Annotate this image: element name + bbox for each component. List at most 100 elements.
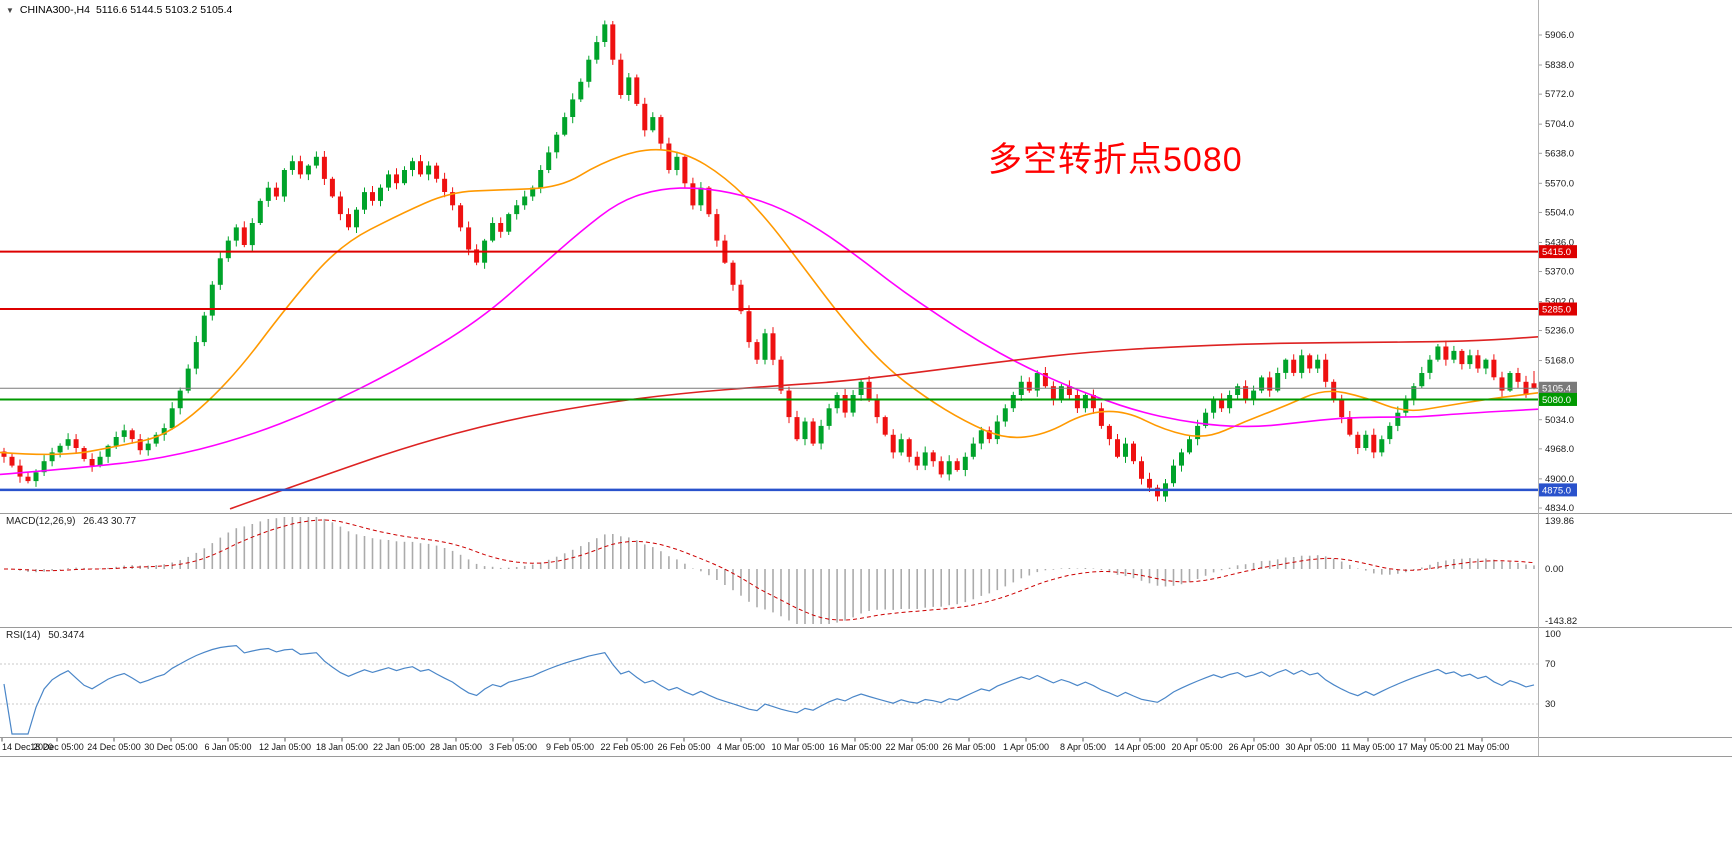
candle-body xyxy=(786,390,792,418)
candle-body xyxy=(658,117,664,144)
candle-body xyxy=(1074,395,1080,409)
candle-body xyxy=(1291,359,1297,373)
candle-body xyxy=(1195,425,1201,440)
svg-text:30 Apr 05:00: 30 Apr 05:00 xyxy=(1285,742,1336,752)
candle-body xyxy=(1227,395,1233,409)
candle-body xyxy=(394,174,399,184)
candle-body xyxy=(562,117,568,135)
candle-body xyxy=(41,461,47,473)
svg-text:17 May 05:00: 17 May 05:00 xyxy=(1398,742,1453,752)
candle-body xyxy=(1106,425,1112,440)
svg-text:5704.0: 5704.0 xyxy=(1545,119,1574,130)
svg-text:14 Dec 2020: 14 Dec 2020 xyxy=(2,742,53,752)
candle-body xyxy=(169,408,175,429)
candle-body xyxy=(305,165,311,175)
svg-text:5436.0: 5436.0 xyxy=(1545,237,1574,248)
svg-text:1 Apr 05:00: 1 Apr 05:00 xyxy=(1003,742,1049,752)
svg-text:14 Apr 05:00: 14 Apr 05:00 xyxy=(1114,742,1165,752)
candle-body xyxy=(1507,373,1513,391)
candle-body xyxy=(217,258,223,285)
candle-body xyxy=(522,196,528,206)
svg-text:16 Mar 05:00: 16 Mar 05:00 xyxy=(828,742,881,752)
svg-text:21 May 05:00: 21 May 05:00 xyxy=(1455,742,1510,752)
candle-body xyxy=(1363,434,1369,448)
ma-mid-magenta xyxy=(0,187,1539,476)
candle-body xyxy=(1427,359,1433,373)
candle-body xyxy=(1090,395,1096,409)
candle-body xyxy=(89,459,95,466)
macd-pane[interactable]: 139.86 0.00 -143.82 xyxy=(3,516,1577,627)
svg-text:5105.4: 5105.4 xyxy=(1542,384,1571,395)
candle-body xyxy=(1307,355,1313,369)
candlestick-series[interactable] xyxy=(1,20,1537,502)
candle-body xyxy=(466,227,472,250)
svg-text:5838.0: 5838.0 xyxy=(1545,60,1574,71)
svg-text:26 Feb 05:00: 26 Feb 05:00 xyxy=(657,742,710,752)
candle-body xyxy=(1115,439,1120,457)
chevron-down-icon[interactable]: ▼ xyxy=(6,5,14,15)
candle-body xyxy=(1275,373,1281,391)
candle-body xyxy=(1379,439,1385,453)
svg-text:26 Mar 05:00: 26 Mar 05:00 xyxy=(942,742,995,752)
candle-body xyxy=(257,200,263,223)
svg-text:18 Dec 05:00: 18 Dec 05:00 xyxy=(30,742,84,752)
svg-text:20 Apr 05:00: 20 Apr 05:00 xyxy=(1171,742,1222,752)
candle-body xyxy=(450,192,456,206)
candle-body xyxy=(1347,417,1353,435)
candle-body xyxy=(746,311,752,343)
candle-body xyxy=(434,165,440,179)
candle-body xyxy=(81,448,87,459)
candle-body xyxy=(842,395,848,413)
candle-body xyxy=(337,196,343,215)
chart-annotation-text: 多空转折点5080 xyxy=(988,141,1243,179)
svg-text:5034.0: 5034.0 xyxy=(1545,415,1574,426)
candle-body xyxy=(530,187,536,197)
candle-body xyxy=(1299,355,1305,373)
candle-body xyxy=(1235,386,1241,395)
candle-body xyxy=(161,428,167,435)
candle-body xyxy=(1315,359,1321,369)
svg-text:5302.0: 5302.0 xyxy=(1545,297,1574,308)
candle-body xyxy=(802,421,808,440)
candle-body xyxy=(225,240,231,259)
candle-body xyxy=(538,170,544,188)
candle-body xyxy=(714,214,720,241)
candle-body xyxy=(1042,373,1048,387)
svg-text:5504.0: 5504.0 xyxy=(1545,207,1574,218)
candle-body xyxy=(1443,346,1449,360)
macd-values: 26.43 30.77 xyxy=(83,516,137,527)
candle-body xyxy=(810,421,816,444)
svg-text:5906.0: 5906.0 xyxy=(1545,30,1574,41)
svg-text:5285.0: 5285.0 xyxy=(1542,305,1571,316)
candle-body xyxy=(706,187,712,215)
candle-body xyxy=(1259,377,1265,391)
svg-text:5415.0: 5415.0 xyxy=(1542,247,1571,258)
candle-body xyxy=(1419,373,1425,387)
symbol-timeframe-label: CHINA300-,H4 xyxy=(19,4,90,16)
candle-body xyxy=(874,399,880,418)
candle-body xyxy=(554,134,560,153)
svg-text:30 Dec 05:00: 30 Dec 05:00 xyxy=(144,742,198,752)
candle-body xyxy=(946,461,952,475)
candle-body xyxy=(321,156,327,179)
rsi-indicator-label: RSI(14) 50.3474 xyxy=(6,630,89,641)
candle-body xyxy=(265,187,271,201)
candle-body xyxy=(970,443,976,457)
candle-body xyxy=(25,476,31,482)
candle-body xyxy=(898,439,904,453)
candle-body xyxy=(778,359,784,391)
candle-body xyxy=(1459,350,1465,365)
candle-body xyxy=(1531,383,1537,389)
svg-text:28 Jan 05:00: 28 Jan 05:00 xyxy=(430,742,482,752)
rsi-pane[interactable]: 100 70 30 xyxy=(0,629,1561,735)
candle-body xyxy=(1395,412,1401,426)
candle-body xyxy=(1403,399,1409,413)
candle-body xyxy=(426,165,432,175)
candle-body xyxy=(209,284,215,316)
candle-body xyxy=(642,103,648,131)
candle-body xyxy=(1451,350,1457,360)
price-badge-5105.4: 5105.4 xyxy=(1539,381,1577,395)
candle-body xyxy=(626,77,632,95)
candle-body xyxy=(1491,359,1497,378)
